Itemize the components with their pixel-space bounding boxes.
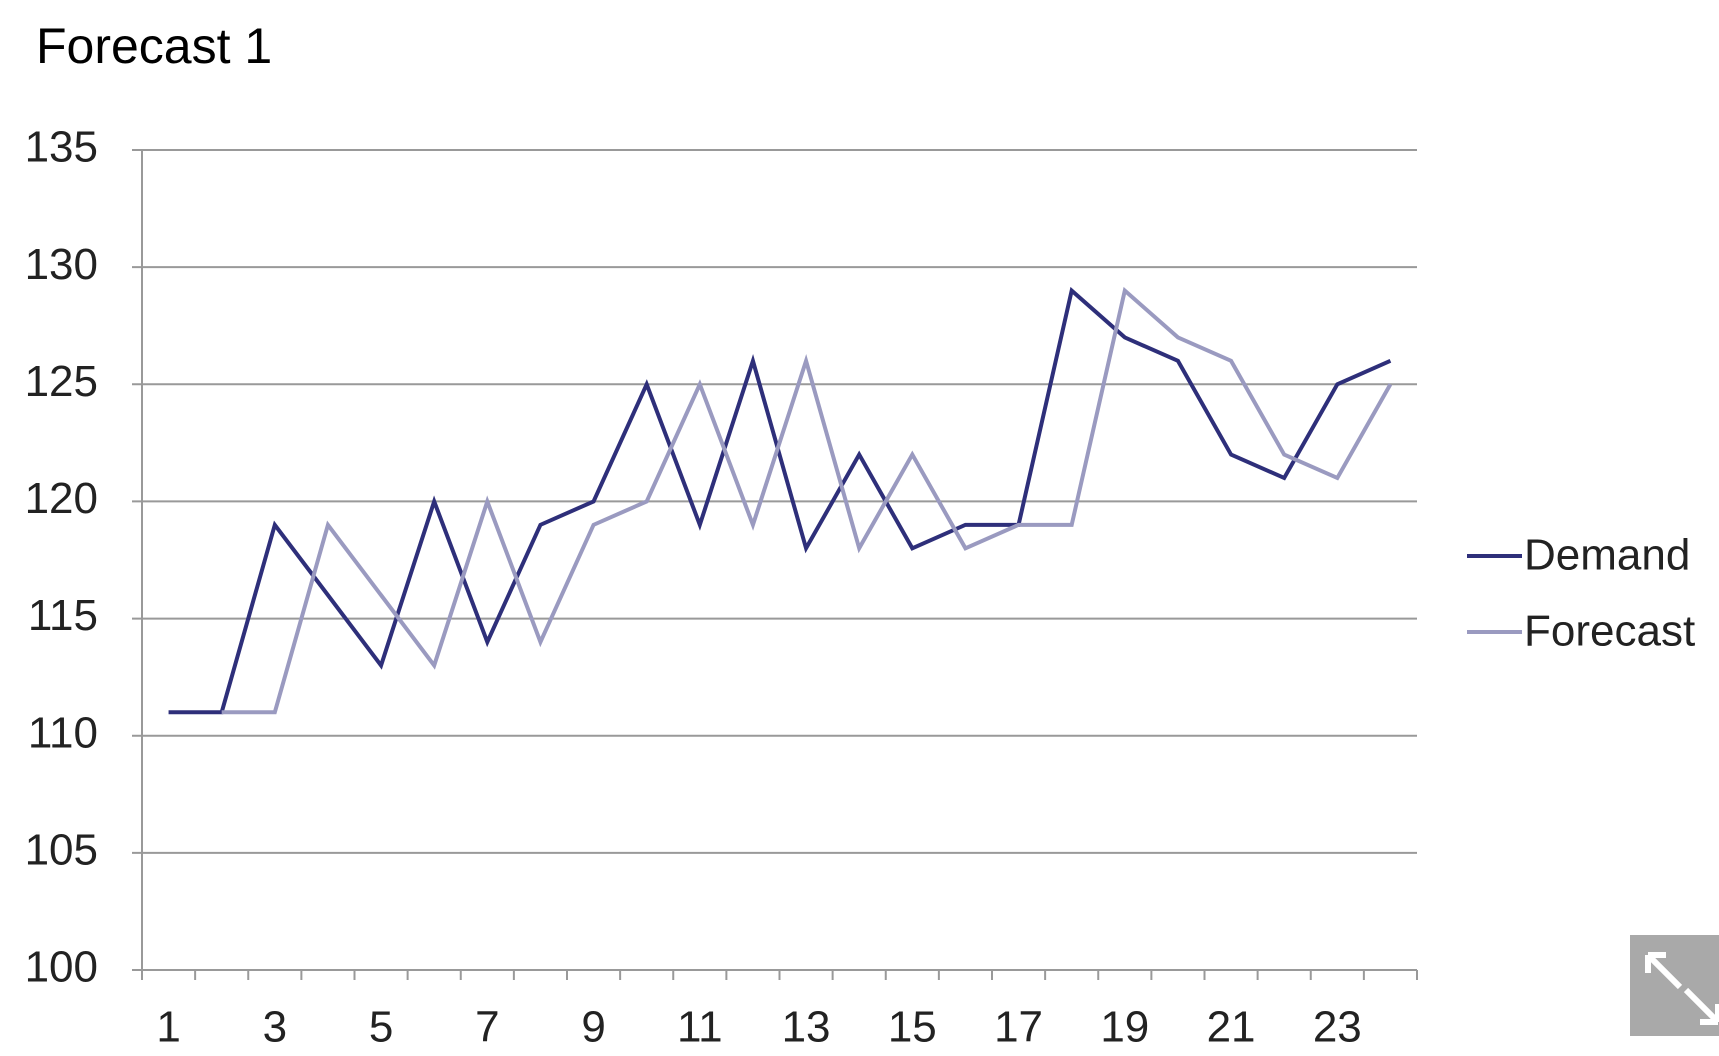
x-tick-label: 23 xyxy=(1313,1003,1362,1052)
legend-label: Forecast xyxy=(1524,607,1695,656)
y-tick-label: 115 xyxy=(28,591,98,640)
x-tick-label: 9 xyxy=(581,1003,605,1052)
series-line xyxy=(168,286,1392,715)
y-tick-label: 135 xyxy=(25,123,98,172)
x-tick-label: 5 xyxy=(369,1003,393,1052)
legend-label: Demand xyxy=(1524,531,1690,580)
x-tick-label: 19 xyxy=(1100,1003,1149,1052)
expand-button[interactable] xyxy=(1630,935,1719,1036)
series-line xyxy=(221,286,1393,715)
x-tick-label: 13 xyxy=(782,1003,831,1052)
chart-title: Forecast 1 xyxy=(36,18,272,74)
x-tick-label: 11 xyxy=(677,1003,723,1052)
y-tick-label: 125 xyxy=(25,357,98,406)
x-tick-label: 15 xyxy=(888,1003,937,1052)
y-tick-label: 120 xyxy=(25,474,98,523)
x-tick-label: 1 xyxy=(156,1003,180,1052)
y-tick-label: 100 xyxy=(25,943,98,992)
x-tick-label: 21 xyxy=(1207,1003,1256,1052)
x-tick-label: 17 xyxy=(994,1003,1043,1052)
y-tick-label: 105 xyxy=(25,825,98,874)
x-tick-label: 3 xyxy=(263,1003,287,1052)
expand-icon[interactable] xyxy=(1645,952,1719,1025)
y-tick-label: 130 xyxy=(25,240,98,289)
x-tick-label: 7 xyxy=(475,1003,499,1052)
y-tick-label: 110 xyxy=(28,708,98,757)
